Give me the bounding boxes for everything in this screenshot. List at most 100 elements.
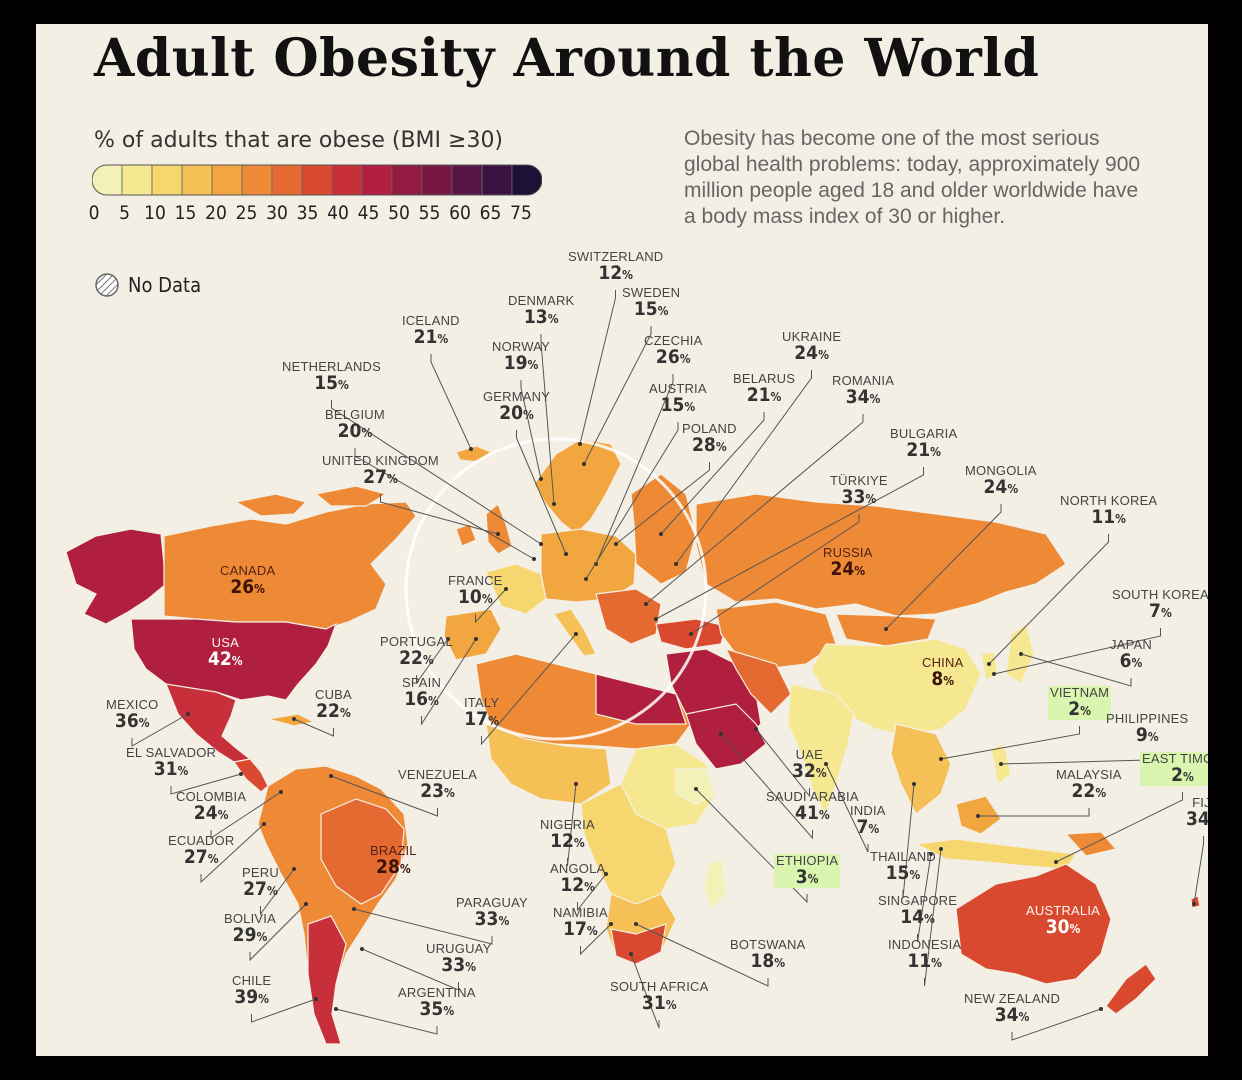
- leader-dot: [496, 532, 500, 536]
- country-name: USA: [211, 635, 239, 650]
- percent-sign: %: [254, 581, 265, 596]
- country-value: 24%: [965, 475, 1037, 498]
- country-value-number: 34: [994, 1003, 1019, 1026]
- percent-sign: %: [818, 347, 829, 362]
- country-name: CHILE: [232, 973, 272, 988]
- country-label: ROMANIA 34%: [832, 374, 894, 408]
- percent-sign: %: [657, 303, 669, 318]
- leader-line: [755, 728, 810, 798]
- land-australia: [955, 863, 1112, 985]
- leader-line: [421, 638, 477, 726]
- country-value: 21%: [733, 385, 795, 406]
- leader-line: [293, 718, 334, 737]
- country-value-number: 26: [655, 345, 680, 368]
- legend-tick: 25: [235, 202, 258, 224]
- leader-line: [249, 903, 307, 962]
- country-value-number: 7: [1149, 599, 1161, 622]
- country-name: MEXICO: [106, 697, 159, 712]
- country-name: BELGIUM: [325, 407, 385, 422]
- country-value: 9%: [1106, 725, 1188, 746]
- country-value: 22%: [315, 701, 352, 722]
- land-brazil: [320, 798, 405, 905]
- land-scandinavia: [533, 438, 622, 535]
- leader-dot: [474, 637, 478, 641]
- country-value-number: 12: [550, 829, 574, 852]
- country-value: 22%: [380, 646, 453, 669]
- leader-dot: [574, 782, 578, 786]
- leader-dot: [987, 662, 991, 666]
- leader-line: [380, 494, 499, 535]
- land-egypt-libya: [595, 673, 687, 725]
- leader-line: [131, 713, 189, 747]
- country-value-number: 28: [376, 855, 400, 878]
- country-value: 31%: [126, 759, 216, 780]
- legend-swatch: [241, 165, 273, 195]
- country-value-number: 27: [243, 877, 267, 900]
- leader-line: [416, 638, 449, 685]
- land-madagascar: [703, 858, 727, 911]
- leader-line: [902, 783, 915, 899]
- country-value: 32%: [792, 761, 827, 782]
- country-value-number: 33: [841, 485, 866, 508]
- legend-swatch: [511, 165, 542, 195]
- country-label: ETHIOPIA 3%: [774, 854, 841, 888]
- country-name: BOTSWANA: [730, 937, 806, 952]
- land-uk: [485, 503, 513, 555]
- country-value: 15%: [649, 395, 707, 416]
- percent-sign: %: [138, 715, 150, 730]
- country-value: 6%: [1110, 651, 1152, 672]
- land-india: [787, 683, 855, 816]
- percent-sign: %: [177, 763, 189, 778]
- country-label: UNITED KINGDOM 27%: [322, 454, 439, 488]
- country-label: VIETNAM 2%: [1048, 685, 1112, 720]
- land-ireland: [455, 523, 477, 547]
- country-value-number: 22: [399, 646, 423, 669]
- country-label: PARAGUAY 33%: [456, 896, 528, 930]
- legend-tick: 60: [449, 202, 471, 224]
- country-value-number: 24: [983, 475, 1008, 498]
- country-name: VIETNAM: [1048, 685, 1112, 700]
- country-label: BOLIVIA 29%: [224, 912, 276, 946]
- leader-dot: [912, 782, 916, 786]
- leader-line: [430, 354, 472, 450]
- leader-line: [917, 853, 932, 943]
- leader-line: [331, 400, 542, 545]
- country-value-number: 27: [363, 465, 387, 488]
- land-chile-argentina: [307, 915, 347, 1045]
- country-value-number: 10: [458, 585, 482, 608]
- country-value-number: 19: [503, 351, 528, 374]
- leader-dot: [582, 462, 586, 466]
- country-name: EL SALVADOR: [126, 745, 217, 760]
- percent-sign: %: [854, 563, 866, 578]
- percent-sign: %: [573, 835, 585, 850]
- country-value-number: 29: [232, 923, 257, 946]
- country-label: INDONESIA 11%: [888, 938, 961, 972]
- land-alaska: [65, 528, 167, 625]
- country-name: AUSTRALIA: [1026, 903, 1101, 918]
- percent-sign: %: [868, 821, 880, 836]
- leader-line: [583, 326, 652, 465]
- country-value: 26%: [644, 345, 702, 368]
- land-new-zealand: [1105, 963, 1157, 1015]
- country-name: UNITED KINGDOM: [322, 453, 439, 468]
- percent-sign: %: [1069, 921, 1081, 936]
- percent-sign: %: [1018, 1009, 1030, 1024]
- percent-sign: %: [1095, 785, 1107, 800]
- leader-line: [577, 873, 607, 912]
- leader-line: [660, 412, 765, 535]
- country-value: 24%: [782, 343, 841, 364]
- world-map: [65, 290, 1204, 1045]
- percent-sign: %: [679, 351, 691, 366]
- country-label: SINGAPORE 14%: [878, 894, 957, 928]
- country-value-number: 18: [750, 949, 775, 972]
- country-label: MONGOLIA 24%: [965, 464, 1037, 498]
- leader-dot: [694, 787, 698, 791]
- country-value: 21%: [402, 327, 460, 348]
- country-name: DENMARK: [508, 293, 575, 308]
- country-label: MEXICO 36%: [106, 698, 158, 732]
- country-name: UAE: [795, 747, 823, 762]
- country-name: FRANCE: [448, 573, 503, 588]
- leader-line: [585, 422, 679, 580]
- leader-line: [475, 588, 507, 624]
- country-value: 42%: [208, 649, 243, 670]
